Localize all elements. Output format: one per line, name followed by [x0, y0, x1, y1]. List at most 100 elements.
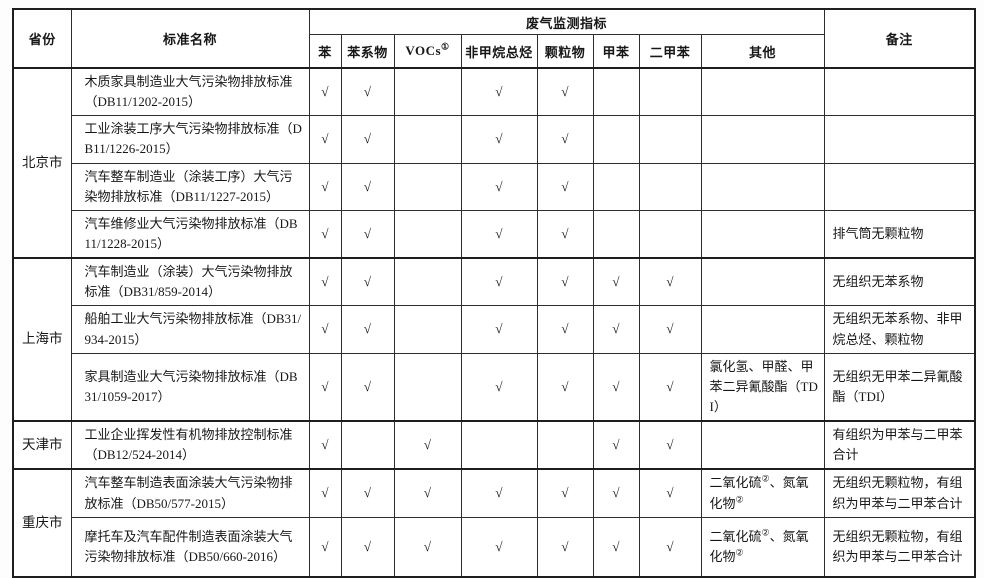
other-indicators-cell — [700, 67, 825, 117]
col-header-other-label: 其他 — [749, 44, 777, 60]
other-indicators-cell: 二氧化硫②、氮氧化物② — [700, 468, 825, 518]
check-cell-benzene: √ — [308, 115, 342, 164]
check-cell-toluene: √ — [592, 305, 640, 354]
table-row: 船舶工业大气污染物排放标准（DB31/934-2015） √ √ √ √ √ √ 无组织无苯系… — [13, 305, 976, 354]
standard-name-cell: 汽车制造业（涂装）大气污染物排放标准（DB31/859-2014） — [70, 257, 310, 307]
footnote-marker: ② — [761, 527, 770, 538]
check-cell-benzene: √ — [308, 352, 342, 422]
check-cell-benzene-series — [340, 420, 395, 470]
check-cell-toluene — [592, 162, 640, 211]
check-cell-nmhc: √ — [460, 305, 538, 354]
check-cell-nmhc: √ — [460, 209, 538, 259]
col-header-toluene: 甲苯 — [592, 34, 640, 69]
check-cell-xylene: √ — [638, 468, 702, 518]
table-row: 汽车整车制造业（涂装工序）大气污染物排放标准（DB11/1227-2015） √ √… — [13, 162, 976, 211]
check-cell-particulate-matter: √ — [536, 67, 594, 117]
check-cell-xylene: √ — [638, 420, 702, 470]
standard-name-cell: 木质家具制造业大气污染物排放标准（DB11/1202-2015） — [70, 67, 310, 117]
col-header-particulate-matter: 颗粒物 — [536, 34, 594, 69]
footnote-marker: ② — [735, 494, 744, 505]
col-header-benzene-label: 苯 — [318, 44, 332, 60]
standard-name-cell: 汽车整车制造业（涂装工序）大气污染物排放标准（DB11/1227-2015） — [70, 162, 310, 211]
check-cell-benzene: √ — [308, 162, 342, 211]
col-header-xylene: 二甲苯 — [638, 34, 702, 69]
check-cell-nmhc: √ — [460, 352, 538, 422]
remark-cell — [823, 162, 976, 211]
province-cell: 重庆市 — [12, 468, 72, 578]
emission-standards-table: 省份 标准名称 废气监测指标 备注 苯 苯系物 VOCs① 非甲烷总烃 颗粒物 … — [12, 8, 977, 578]
table-body: 北京市 木质家具制造业大气污染物排放标准（DB11/1202-2015） √ √ √ √ 工… — [12, 67, 976, 578]
check-cell-nmhc: √ — [460, 468, 538, 518]
check-cell-nmhc: √ — [460, 162, 538, 211]
check-cell-toluene: √ — [592, 352, 640, 422]
footnote-marker: ② — [735, 547, 744, 558]
check-cell-particulate-matter — [536, 420, 594, 470]
check-cell-toluene — [592, 209, 640, 259]
check-cell-particulate-matter: √ — [536, 257, 594, 307]
check-cell-xylene — [638, 162, 702, 211]
check-cell-vocs — [393, 67, 462, 117]
check-cell-benzene-series: √ — [340, 516, 395, 578]
check-cell-vocs — [393, 162, 462, 211]
check-cell-vocs — [393, 257, 462, 307]
other-indicators-cell — [700, 162, 825, 211]
remark-cell: 无组织无苯系物 — [823, 257, 976, 307]
check-cell-benzene: √ — [308, 305, 342, 354]
table-row: 家具制造业大气污染物排放标准（DB31/1059-2017） √ √ √ √ √ √ 氯化氢、… — [13, 352, 976, 422]
table-row: 摩托车及汽车配件制造表面涂装大气污染物排放标准（DB50/660-2016） √ √… — [13, 516, 976, 578]
col-header-vocs-label: VOCs — [405, 43, 442, 58]
other-indicators-cell — [700, 420, 825, 470]
check-cell-vocs — [393, 115, 462, 164]
check-cell-nmhc: √ — [460, 115, 538, 164]
standards-table-wrapper: 省份 标准名称 废气监测指标 备注 苯 苯系物 VOCs① 非甲烷总烃 颗粒物 … — [12, 8, 977, 578]
other-indicators-cell — [700, 257, 825, 307]
col-header-nmhc: 非甲烷总烃 — [460, 34, 538, 69]
check-cell-toluene: √ — [592, 257, 640, 307]
table-row: 上海市 汽车制造业（涂装）大气污染物排放标准（DB31/859-2014） √ √ √ √… — [12, 257, 976, 422]
header-row-2: 苯 苯系物 VOCs① 非甲烷总烃 颗粒物 甲苯 二甲苯 其他 — [13, 34, 975, 69]
check-cell-benzene-series: √ — [340, 162, 395, 211]
check-cell-benzene-series: √ — [340, 115, 395, 164]
check-cell-benzene: √ — [308, 420, 342, 470]
check-cell-particulate-matter: √ — [536, 352, 594, 422]
table-row: 汽车维修业大气污染物排放标准（DB11/1228-2015） √ √ √ √ 排气筒无颗粒… — [13, 209, 976, 259]
check-cell-toluene: √ — [592, 420, 640, 470]
table-row: 工业涂装工序大气污染物排放标准（DB11/1226-2015） √ √ √ √ — [13, 115, 976, 164]
check-cell-vocs: √ — [393, 468, 462, 518]
col-header-benzene-series-label: 苯系物 — [347, 44, 388, 60]
check-cell-benzene: √ — [308, 257, 342, 307]
table-row: 重庆市 汽车整车制造表面涂装大气污染物排放标准（DB50/577-2015） √ √ √… — [12, 468, 976, 578]
check-cell-benzene-series: √ — [340, 352, 395, 422]
other-indicators-cell — [700, 305, 825, 354]
check-cell-toluene — [592, 67, 640, 117]
check-cell-particulate-matter: √ — [536, 162, 594, 211]
standard-name-cell: 汽车整车制造表面涂装大气污染物排放标准（DB50/577-2015） — [70, 468, 310, 518]
col-header-particulate-matter-label: 颗粒物 — [544, 44, 586, 60]
other-indicators-cell: 二氧化硫②、氮氧化物② — [700, 516, 825, 578]
check-cell-benzene-series: √ — [340, 305, 395, 354]
check-cell-nmhc: √ — [460, 257, 538, 307]
check-cell-benzene: √ — [308, 209, 342, 259]
check-cell-benzene: √ — [308, 468, 342, 518]
standard-name-cell: 工业涂装工序大气污染物排放标准（DB11/1226-2015） — [70, 115, 310, 164]
col-header-standard-name: 标准名称 — [70, 8, 310, 69]
remark-cell: 排气筒无颗粒物 — [823, 209, 976, 259]
remark-cell: 无组织无甲苯二异氰酸酯（TDI） — [823, 352, 976, 422]
standard-name-cell: 汽车维修业大气污染物排放标准（DB11/1228-2015） — [70, 209, 310, 259]
col-header-vocs: VOCs① — [393, 34, 462, 69]
province-cell: 北京市 — [12, 67, 72, 259]
check-cell-particulate-matter: √ — [536, 516, 594, 578]
remark-cell — [823, 67, 976, 117]
standard-name-cell: 摩托车及汽车配件制造表面涂装大气污染物排放标准（DB50/660-2016） — [70, 516, 310, 578]
col-header-benzene-series: 苯系物 — [340, 34, 395, 69]
check-cell-particulate-matter: √ — [536, 305, 594, 354]
header-row-1: 省份 标准名称 废气监测指标 备注 — [12, 8, 976, 69]
table-header: 省份 标准名称 废气监测指标 备注 苯 苯系物 VOCs① 非甲烷总烃 颗粒物 … — [12, 8, 976, 69]
check-cell-benzene-series: √ — [340, 209, 395, 259]
check-cell-xylene: √ — [638, 305, 702, 354]
col-header-nmhc-label: 非甲烷总烃 — [465, 44, 533, 60]
footnote-marker: ② — [761, 474, 770, 485]
remark-cell: 无组织无颗粒物，有组织为甲苯与二甲苯合计 — [823, 468, 976, 518]
check-cell-xylene — [638, 67, 702, 117]
check-cell-xylene — [638, 115, 702, 164]
